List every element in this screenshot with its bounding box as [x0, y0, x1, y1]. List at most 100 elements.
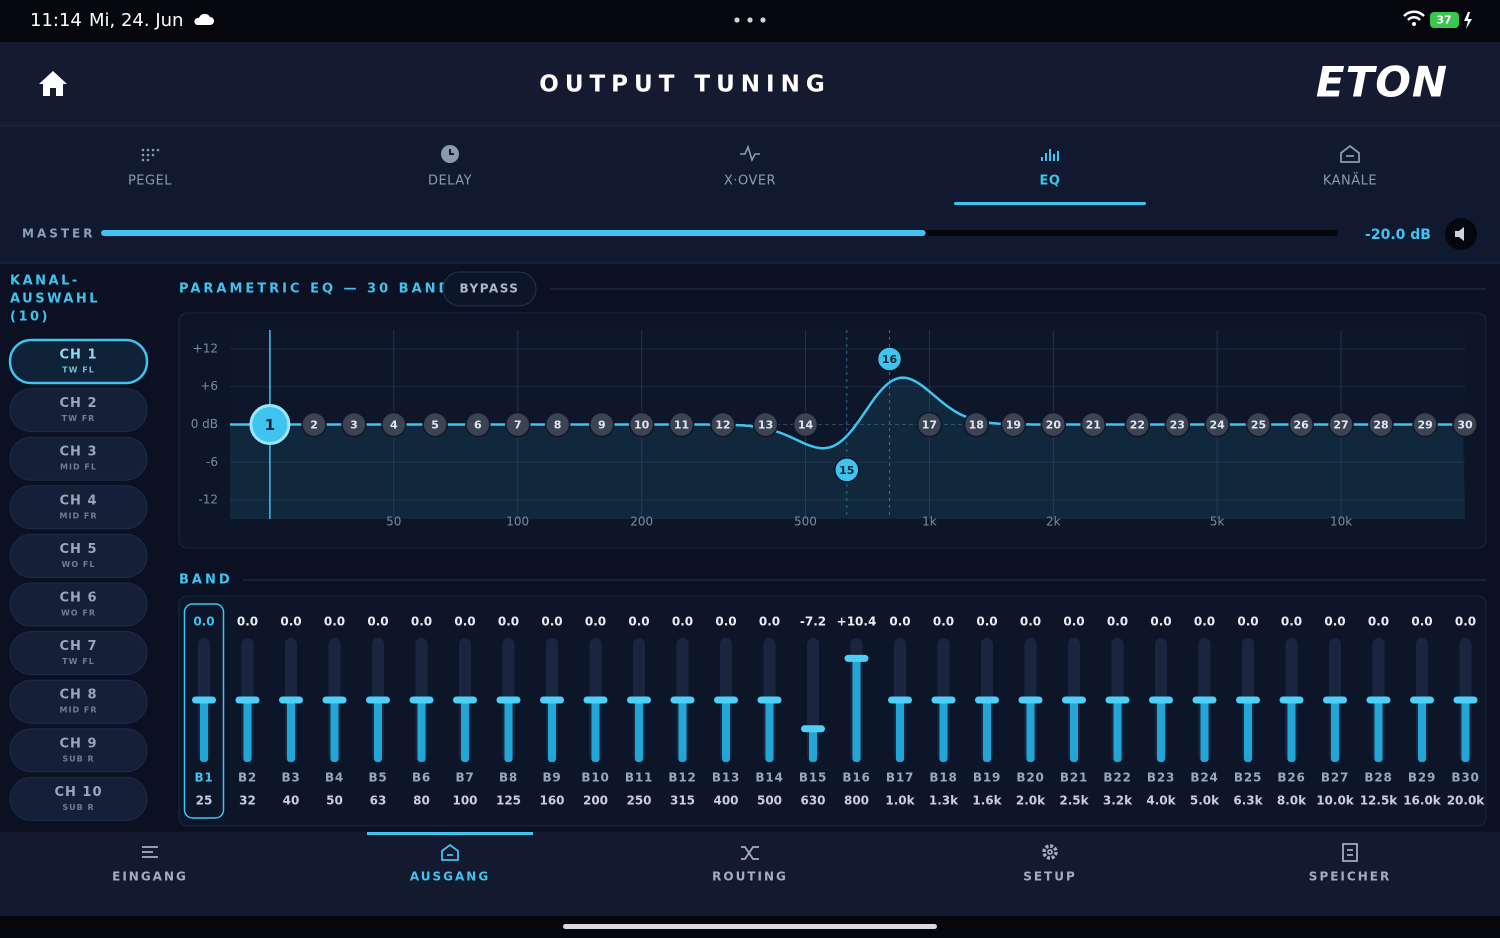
slider-knob[interactable] [1453, 696, 1478, 704]
eq-node[interactable] [249, 404, 291, 445]
tab-icon [441, 145, 459, 163]
nav-label[interactable]: SETUP [1023, 870, 1077, 884]
slider-knob[interactable] [1279, 696, 1304, 704]
eq-node-label: 27 [1333, 419, 1348, 432]
eq-node[interactable] [876, 346, 903, 372]
eq-node[interactable] [422, 411, 448, 438]
channel-button[interactable] [9, 436, 148, 481]
x-tick-label: 5k [1210, 515, 1225, 529]
eq-node[interactable] [916, 411, 943, 438]
slider-fill [1331, 700, 1339, 762]
bypass-button[interactable] [442, 271, 537, 307]
eq-node[interactable] [1124, 411, 1151, 438]
slider-knob[interactable] [1149, 696, 1173, 704]
band-name: B9 [542, 771, 561, 785]
slider-knob[interactable] [1192, 696, 1217, 704]
slider-knob[interactable] [801, 725, 825, 733]
slider-knob[interactable] [1236, 696, 1260, 704]
eq-node[interactable] [1080, 411, 1106, 438]
slider-knob[interactable] [1105, 696, 1130, 704]
slider-knob[interactable] [1062, 696, 1086, 704]
slider-knob[interactable] [670, 696, 695, 704]
nav-label[interactable]: SPEICHER [1309, 870, 1391, 884]
tab-label[interactable]: KANÄLE [1323, 173, 1377, 189]
tab-label[interactable]: PEGEL [128, 174, 172, 189]
eq-node[interactable] [301, 411, 327, 438]
band-freq: 50 [326, 794, 343, 808]
eq-node[interactable] [589, 411, 615, 438]
slider-knob[interactable] [714, 696, 738, 704]
slider-knob[interactable] [1018, 696, 1043, 704]
eq-node[interactable] [465, 411, 491, 438]
slider-knob[interactable] [975, 696, 999, 704]
tab-label[interactable]: DELAY [428, 174, 472, 189]
eq-node[interactable] [1164, 411, 1191, 438]
eq-node[interactable] [834, 457, 860, 483]
eq-node[interactable] [710, 411, 736, 438]
slider-knob[interactable] [540, 696, 564, 704]
band-name: B25 [1234, 771, 1262, 785]
slider-knob[interactable] [322, 696, 347, 704]
channel-button[interactable] [9, 728, 148, 773]
tab-label[interactable]: EQ [1040, 174, 1061, 189]
eq-node[interactable] [1368, 411, 1394, 438]
eq-node[interactable] [1412, 411, 1438, 438]
eq-title: PARAMETRIC EQ — 30 BAND [179, 282, 452, 297]
icon-bar [1057, 151, 1059, 161]
eq-node[interactable] [668, 411, 695, 438]
eq-node[interactable] [1204, 411, 1230, 438]
channel-button[interactable] [9, 533, 148, 578]
channel-button[interactable] [8, 338, 149, 385]
x-tick-label: 50 [386, 515, 401, 529]
slider-knob[interactable] [931, 696, 956, 704]
eq-node[interactable] [504, 411, 531, 438]
eq-node[interactable] [628, 411, 655, 438]
eq-node[interactable] [341, 411, 367, 438]
slider-knob[interactable] [366, 696, 390, 704]
band-freq: 63 [370, 794, 387, 808]
home-button[interactable] [39, 71, 67, 96]
channel-button[interactable] [9, 679, 148, 724]
nav-label[interactable]: AUSGANG [410, 870, 490, 884]
slider-knob[interactable] [844, 654, 869, 662]
channel-button[interactable] [9, 485, 148, 530]
slider-knob[interactable] [409, 696, 434, 704]
band-gain: 0.0 [1411, 615, 1432, 629]
slider-knob[interactable] [627, 696, 651, 704]
slider-knob[interactable] [583, 696, 608, 704]
channel-button[interactable] [9, 631, 148, 676]
eq-node[interactable] [1328, 411, 1354, 438]
slider-knob[interactable] [453, 696, 477, 704]
slider-knob[interactable] [757, 696, 782, 704]
eq-node[interactable] [381, 411, 407, 438]
eq-node[interactable] [752, 411, 779, 438]
eq-node[interactable] [1040, 411, 1067, 438]
channel-button[interactable] [9, 388, 148, 433]
slider-knob[interactable] [1323, 696, 1347, 704]
slider-knob[interactable] [235, 696, 260, 704]
eq-node[interactable] [792, 411, 819, 438]
master-label: MASTER [22, 227, 96, 241]
band-gain: 0.0 [1281, 615, 1302, 629]
icon-gear [1042, 844, 1058, 860]
icon-dot [151, 153, 155, 157]
eq-node[interactable] [1245, 411, 1272, 438]
nav-label[interactable]: ROUTING [712, 870, 788, 884]
tab-label[interactable]: X·OVER [724, 174, 776, 189]
eq-node[interactable] [544, 411, 571, 438]
slider-knob[interactable] [888, 696, 912, 704]
slider-knob[interactable] [192, 696, 216, 704]
eq-node[interactable] [963, 411, 990, 438]
channel-button[interactable] [9, 582, 148, 627]
slider-knob[interactable] [279, 696, 303, 704]
band-gain: 0.0 [1368, 615, 1389, 629]
band-title: BAND [179, 573, 233, 588]
eq-node[interactable] [1452, 411, 1478, 438]
nav-label[interactable]: EINGANG [112, 870, 188, 884]
eq-node[interactable] [1288, 411, 1314, 438]
slider-knob[interactable] [1410, 696, 1434, 704]
slider-knob[interactable] [496, 696, 521, 704]
slider-knob[interactable] [1366, 696, 1391, 704]
channel-button[interactable] [9, 776, 148, 821]
eq-node[interactable] [1000, 411, 1027, 438]
